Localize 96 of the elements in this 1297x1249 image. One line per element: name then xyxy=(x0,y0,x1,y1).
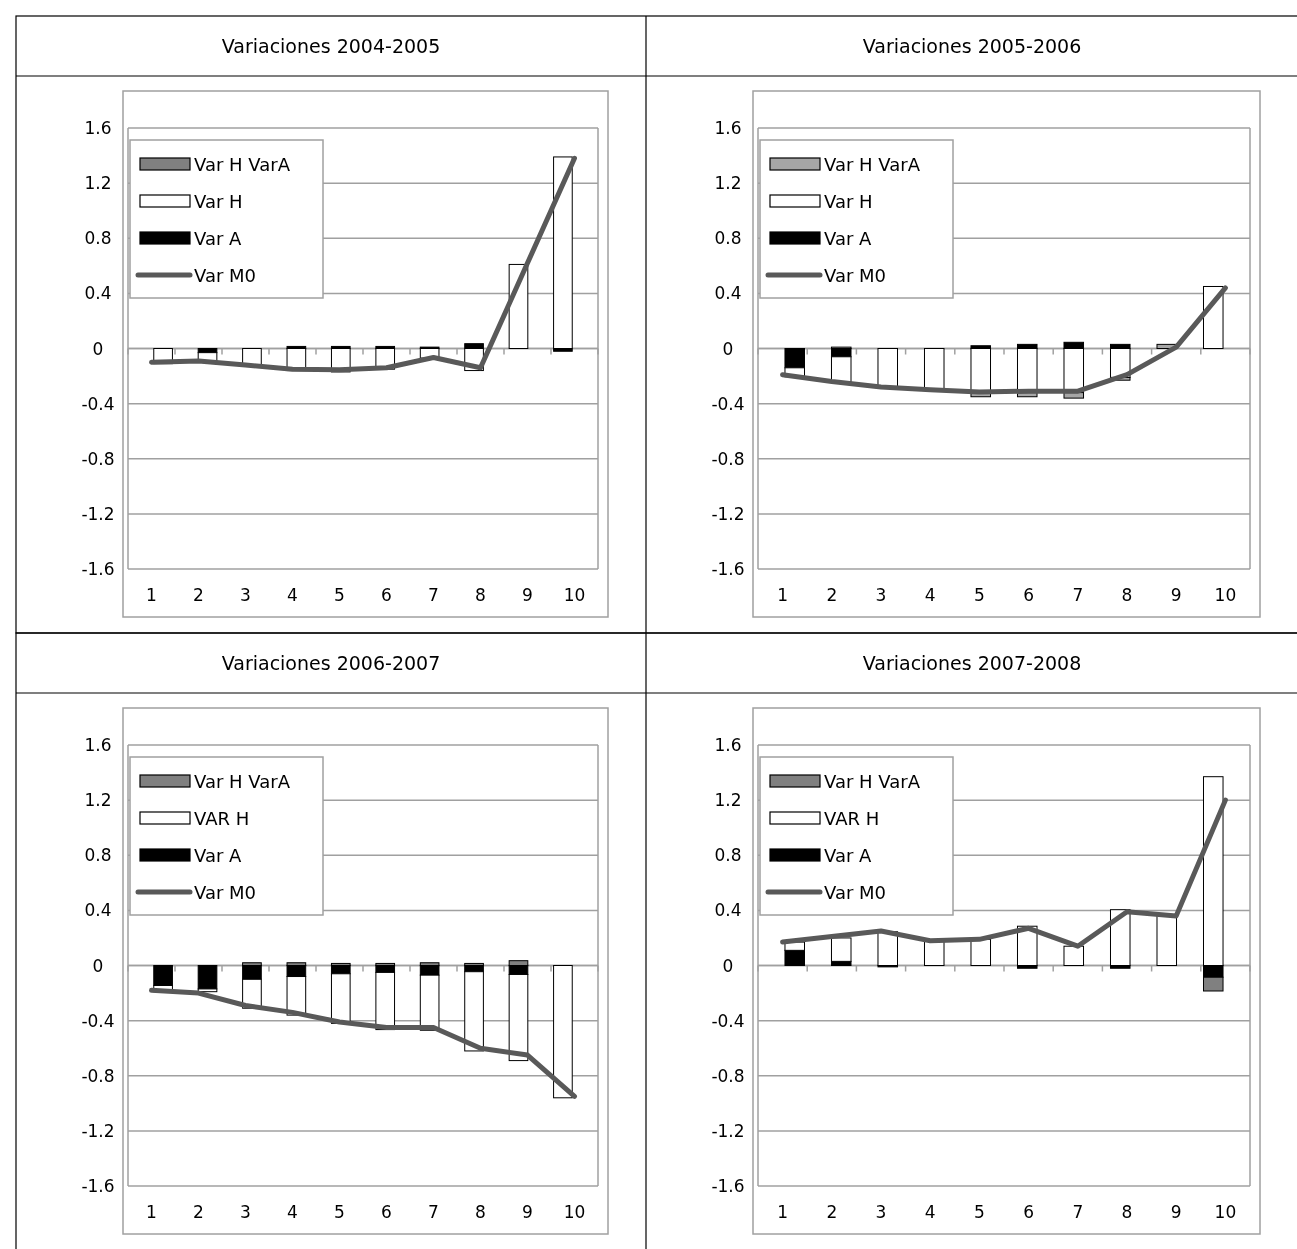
x-tick-label: 3 xyxy=(240,585,251,605)
y-tick-label: -0.4 xyxy=(711,393,745,414)
x-tick-label: 10 xyxy=(563,585,586,605)
y-tick-label: -1.6 xyxy=(711,559,745,579)
x-tick-label: 7 xyxy=(1072,1202,1084,1222)
x-tick-label: 10 xyxy=(563,1202,586,1222)
x-tick-label: 2 xyxy=(193,585,204,605)
y-tick-label: -1.6 xyxy=(711,1176,745,1196)
x-tick-label: 3 xyxy=(875,585,887,605)
x-tick-label: 7 xyxy=(1072,585,1084,605)
x-tick-label: 1 xyxy=(777,585,789,605)
legend-label: Var H VarA xyxy=(824,771,921,792)
y-tick-label: -1.6 xyxy=(81,1176,115,1196)
legend-label: Var H xyxy=(194,191,243,212)
y-tick-label: -0.4 xyxy=(711,1010,745,1031)
x-tick-label: 8 xyxy=(1121,585,1133,605)
y-tick-label: -0.8 xyxy=(81,448,115,469)
y-tick-label: 1.6 xyxy=(714,118,742,138)
y-tick-label: -0.4 xyxy=(81,1010,115,1031)
y-tick-label: 0 xyxy=(92,338,104,359)
y-tick-label: -0.8 xyxy=(81,1065,115,1086)
x-tick-label: 2 xyxy=(193,1202,204,1222)
y-tick-label: -0.8 xyxy=(711,1065,745,1086)
legend-label: Var H xyxy=(824,191,873,212)
legend-label: VAR H xyxy=(194,808,250,829)
y-tick-label: -1.6 xyxy=(81,559,115,579)
x-tick-label: 4 xyxy=(924,1202,936,1222)
y-tick-label: 0.4 xyxy=(714,283,742,304)
x-tick-label: 1 xyxy=(777,1202,789,1222)
y-tick-label: 0.8 xyxy=(84,845,112,866)
chart-title: Variaciones 2006-2007 xyxy=(221,652,441,674)
legend-label: Var A xyxy=(824,228,873,249)
y-tick-label: 1.6 xyxy=(84,118,112,138)
y-tick-label: 0.8 xyxy=(714,228,742,249)
legend-label: Var M0 xyxy=(824,265,887,286)
legend-label: Var M0 xyxy=(824,882,887,903)
y-tick-label: -0.4 xyxy=(81,393,115,414)
legend-label: Var M0 xyxy=(194,265,257,286)
y-tick-label: 1.2 xyxy=(714,173,742,194)
x-tick-label: 8 xyxy=(475,585,486,605)
x-tick-label: 1 xyxy=(146,1202,157,1222)
y-tick-label: 0.4 xyxy=(84,283,112,304)
y-tick-label: 1.6 xyxy=(84,735,112,755)
y-tick-label: 0.4 xyxy=(714,900,742,921)
x-tick-label: 9 xyxy=(1170,1202,1182,1222)
x-tick-label: 5 xyxy=(973,1202,985,1222)
y-tick-label: -1.2 xyxy=(81,503,115,524)
x-tick-label: 6 xyxy=(1023,1202,1035,1222)
chart-title: Variaciones 2007-2008 xyxy=(862,652,1082,674)
x-tick-label: 5 xyxy=(334,585,345,605)
x-tick-label: 5 xyxy=(334,1202,345,1222)
x-tick-label: 6 xyxy=(381,1202,392,1222)
x-tick-label: 6 xyxy=(381,585,392,605)
x-tick-label: 3 xyxy=(240,1202,251,1222)
y-tick-label: -1.2 xyxy=(81,1120,115,1141)
legend-label: Var A xyxy=(194,228,243,249)
x-tick-label: 8 xyxy=(1121,1202,1133,1222)
x-tick-label: 4 xyxy=(287,585,298,605)
x-tick-label: 7 xyxy=(428,1202,439,1222)
chart-title: Variaciones 2004-2005 xyxy=(221,35,441,57)
x-tick-label: 6 xyxy=(1023,585,1035,605)
y-tick-label: 0.4 xyxy=(84,900,112,921)
x-tick-label: 9 xyxy=(522,585,533,605)
x-tick-label: 10 xyxy=(1214,585,1237,605)
legend-label: VAR H xyxy=(824,808,880,829)
legend-label: Var A xyxy=(824,845,873,866)
y-tick-label: 0 xyxy=(722,338,734,359)
x-tick-label: 9 xyxy=(522,1202,533,1222)
x-tick-label: 10 xyxy=(1214,1202,1237,1222)
y-tick-label: -0.8 xyxy=(711,448,745,469)
y-tick-label: 1.2 xyxy=(84,790,112,811)
x-tick-label: 4 xyxy=(287,1202,298,1222)
y-tick-label: 0 xyxy=(92,955,104,976)
chart-title: Variaciones 2005-2006 xyxy=(862,35,1082,57)
x-tick-label: 1 xyxy=(146,585,157,605)
legend-label: Var H VarA xyxy=(194,771,291,792)
x-tick-label: 7 xyxy=(428,585,439,605)
x-tick-label: 5 xyxy=(973,585,985,605)
x-tick-label: 9 xyxy=(1170,585,1182,605)
y-tick-label: 0.8 xyxy=(714,845,742,866)
x-tick-label: 3 xyxy=(875,1202,887,1222)
legend-label: Var H VarA xyxy=(824,154,921,175)
legend-label: Var M0 xyxy=(194,882,257,903)
y-tick-label: 0 xyxy=(722,955,734,976)
x-tick-label: 2 xyxy=(826,585,838,605)
x-tick-label: 2 xyxy=(826,1202,838,1222)
y-tick-label: -1.2 xyxy=(711,503,745,524)
y-tick-label: 1.2 xyxy=(84,173,112,194)
x-tick-label: 4 xyxy=(924,585,936,605)
x-tick-label: 8 xyxy=(475,1202,486,1222)
y-tick-label: 1.6 xyxy=(714,735,742,755)
y-tick-label: -1.2 xyxy=(711,1120,745,1141)
y-tick-label: 1.2 xyxy=(714,790,742,811)
y-tick-label: 0.8 xyxy=(84,228,112,249)
legend-label: Var A xyxy=(194,845,243,866)
legend-label: Var H VarA xyxy=(194,154,291,175)
